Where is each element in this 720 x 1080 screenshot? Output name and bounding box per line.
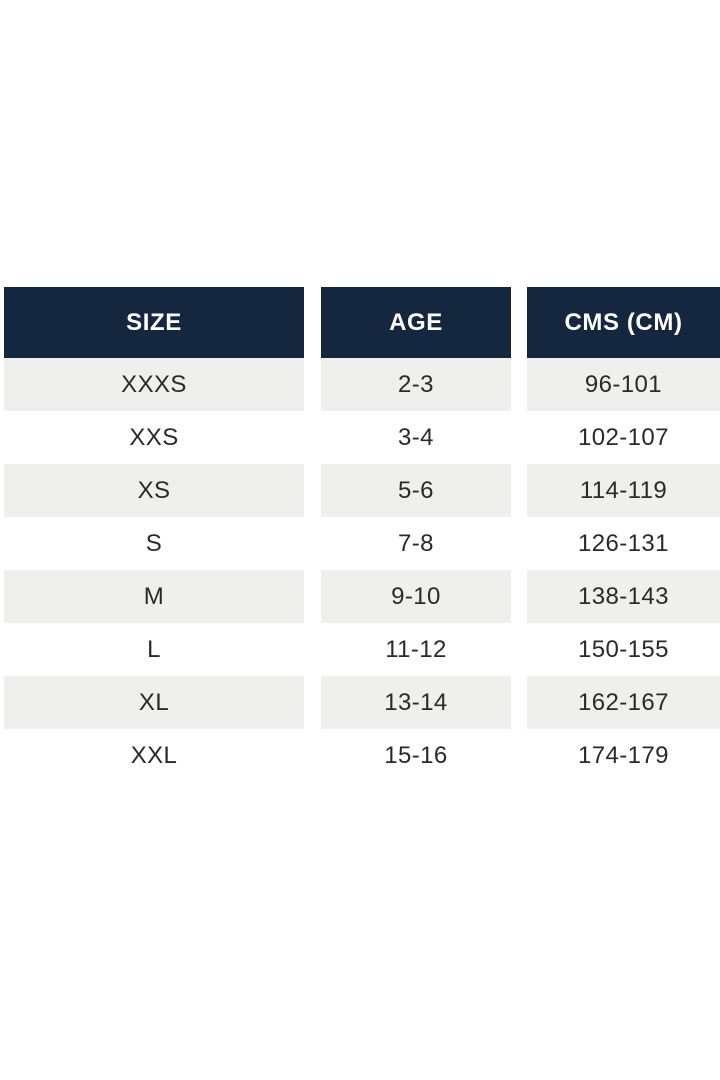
column-header-age: AGE bbox=[321, 287, 511, 358]
table-cell-age: 7-8 bbox=[321, 517, 511, 570]
size-column: SIZE XXXS XXS XS S M L XL XXL bbox=[4, 287, 304, 782]
table-cell-size: L bbox=[4, 623, 304, 676]
table-cell-cms: 114-119 bbox=[527, 464, 720, 517]
table-cell-age: 3-4 bbox=[321, 411, 511, 464]
table-cell-cms: 126-131 bbox=[527, 517, 720, 570]
cms-column: CMS (CM) 96-101 102-107 114-119 126-131 … bbox=[527, 287, 720, 782]
table-cell-size: XL bbox=[4, 676, 304, 729]
table-cell-cms: 162-167 bbox=[527, 676, 720, 729]
table-cell-cms: 174-179 bbox=[527, 729, 720, 782]
table-cell-size: S bbox=[4, 517, 304, 570]
table-cell-age: 9-10 bbox=[321, 570, 511, 623]
table-cell-size: XS bbox=[4, 464, 304, 517]
table-cell-age: 5-6 bbox=[321, 464, 511, 517]
size-chart-table: SIZE XXXS XXS XS S M L XL XXL AGE 2-3 3-… bbox=[4, 287, 720, 782]
table-cell-cms: 96-101 bbox=[527, 358, 720, 411]
table-cell-size: M bbox=[4, 570, 304, 623]
table-cell-cms: 138-143 bbox=[527, 570, 720, 623]
table-cell-age: 13-14 bbox=[321, 676, 511, 729]
table-cell-age: 15-16 bbox=[321, 729, 511, 782]
age-column: AGE 2-3 3-4 5-6 7-8 9-10 11-12 13-14 15-… bbox=[321, 287, 511, 782]
table-cell-cms: 150-155 bbox=[527, 623, 720, 676]
column-header-cms: CMS (CM) bbox=[527, 287, 720, 358]
table-cell-size: XXS bbox=[4, 411, 304, 464]
table-cell-age: 11-12 bbox=[321, 623, 511, 676]
table-cell-size: XXXS bbox=[4, 358, 304, 411]
table-cell-age: 2-3 bbox=[321, 358, 511, 411]
table-cell-cms: 102-107 bbox=[527, 411, 720, 464]
table-cell-size: XXL bbox=[4, 729, 304, 782]
column-header-size: SIZE bbox=[4, 287, 304, 358]
